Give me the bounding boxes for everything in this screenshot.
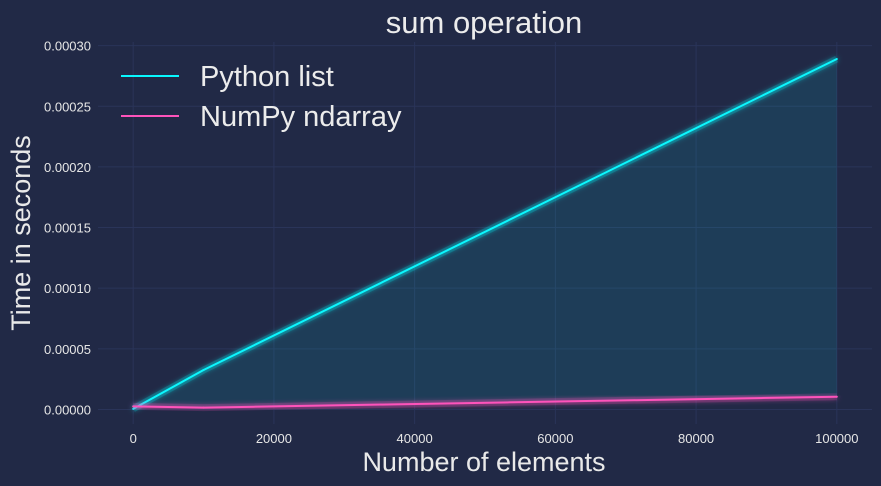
- y-axis-ticks: 0.00000 0.00005 0.00010 0.00015 0.00020 0.000…: [44, 39, 91, 418]
- data-point-numpy-ndarray: [132, 405, 135, 408]
- y-tick-label: 0.00000: [44, 402, 91, 417]
- y-tick-label: 0.00015: [44, 221, 91, 236]
- legend-label-python-list: Python list: [200, 61, 334, 93]
- x-tick-label: 60000: [537, 431, 573, 446]
- y-axis-title: Time in seconds: [6, 135, 36, 331]
- x-tick-label: 0: [130, 431, 137, 446]
- y-tick-label: 0.00020: [44, 160, 91, 175]
- x-axis-title: Number of elements: [362, 447, 605, 477]
- y-tick-label: 0.00010: [44, 281, 91, 296]
- data-point-python-list: [202, 369, 205, 372]
- data-point-numpy-ndarray: [202, 406, 205, 409]
- legend-label-numpy-ndarray: NumPy ndarray: [200, 101, 402, 133]
- y-tick-label: 0.00025: [44, 99, 91, 114]
- y-tick-label: 0.00005: [44, 342, 91, 357]
- x-tick-label: 40000: [397, 431, 433, 446]
- data-point-python-list: [835, 57, 838, 60]
- grid: [98, 42, 872, 424]
- x-tick-label: 20000: [256, 431, 292, 446]
- legend: Python list NumPy ndarray: [121, 61, 402, 133]
- series-lines: [131, 55, 839, 412]
- chart-title: sum operation: [386, 5, 582, 40]
- x-axis-ticks: 0 20000 40000 60000 80000 100000: [130, 431, 859, 446]
- y-tick-label: 0.00030: [44, 39, 91, 54]
- x-tick-label: 80000: [678, 431, 714, 446]
- data-point-python-list: [132, 407, 135, 410]
- x-tick-label: 100000: [815, 431, 858, 446]
- data-point-numpy-ndarray: [835, 395, 838, 398]
